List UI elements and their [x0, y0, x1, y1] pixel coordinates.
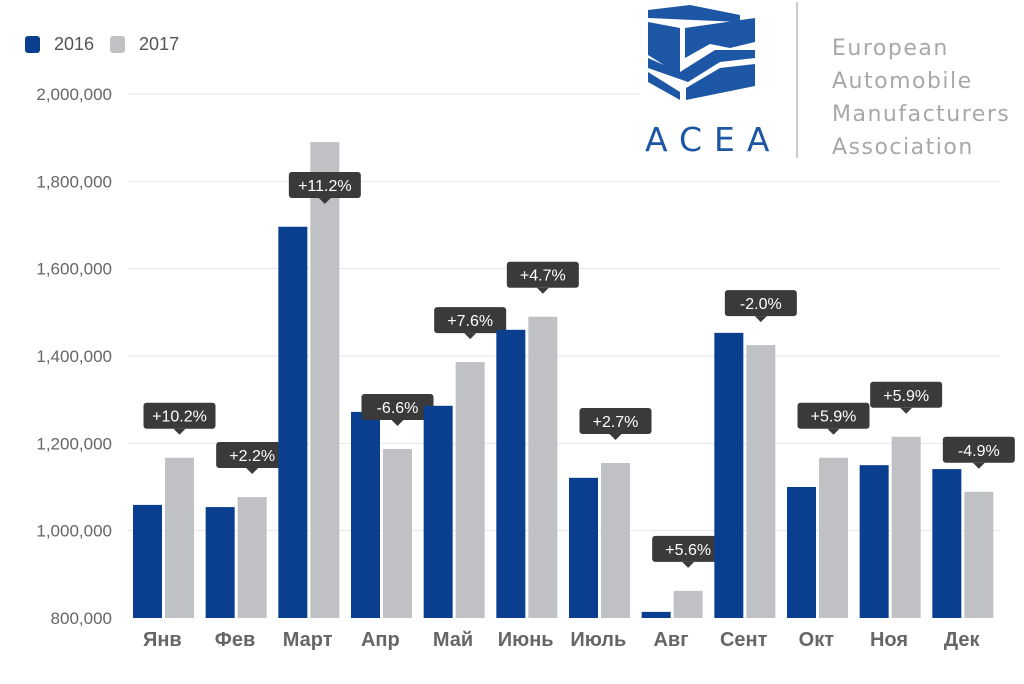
change-label-pointer: [609, 433, 622, 440]
bar-2017: [673, 590, 703, 618]
change-label-box: [434, 307, 507, 334]
change-label: +5.9%: [811, 409, 857, 426]
organization-name: European Automobile Manufacturers Associ…: [832, 32, 1010, 164]
legend-swatch-2016: [25, 36, 40, 53]
change-label-pointer: [536, 287, 549, 294]
y-tick-label: 2,000,000: [36, 85, 112, 104]
x-tick-label: Март: [283, 629, 333, 651]
bar-2017: [964, 491, 994, 618]
y-tick-label: 1,600,000: [36, 260, 112, 279]
org-line: European: [832, 36, 949, 61]
x-tick-label: Фев: [215, 629, 256, 651]
bar-2016: [787, 487, 816, 618]
org-line: Association: [832, 135, 974, 160]
change-label-pointer: [827, 428, 840, 435]
bar-2016: [423, 405, 453, 618]
change-label: +2.2%: [229, 448, 275, 465]
change-label-pointer: [754, 316, 767, 323]
change-label-pointer: [972, 462, 985, 469]
change-label: +7.6%: [447, 313, 493, 330]
org-line: Manufacturers: [832, 102, 1011, 127]
change-label-box: [652, 535, 725, 562]
bar-2016: [859, 465, 889, 618]
change-label-box: [870, 381, 943, 408]
y-tick-label: 1,000,000: [36, 522, 112, 541]
x-tick-label: Дек: [944, 629, 981, 651]
change-label: +4.7%: [520, 268, 566, 285]
change-label-box: [942, 436, 1015, 463]
change-label-pointer: [464, 333, 477, 340]
bar-2017: [165, 457, 194, 618]
change-label: +5.6%: [665, 542, 711, 559]
bar-2017: [310, 142, 340, 619]
change-label: +10.2%: [152, 409, 207, 426]
change-label-pointer: [318, 198, 331, 204]
bar-2016: [641, 611, 671, 618]
logo-divider: [796, 2, 798, 158]
change-label-pointer: [391, 420, 404, 427]
bar-2017: [455, 362, 485, 618]
x-tick-label: Май: [433, 629, 473, 651]
change-label-pointer: [682, 561, 695, 568]
legend-label-2017: 2017: [139, 34, 180, 54]
y-tick-label: 1,800,000: [36, 172, 112, 191]
x-tick-label: Янв: [143, 629, 182, 651]
legend: 2016 2017: [25, 34, 195, 55]
legend-label-2016: 2016: [54, 34, 95, 54]
acea-logo: ACEA European Automobile Manufacturers A…: [640, 0, 1024, 170]
y-tick-label: 800,000: [51, 609, 112, 628]
change-label-box: [506, 261, 579, 288]
change-label: +5.9%: [883, 388, 929, 405]
bar-2016: [351, 411, 380, 618]
change-label-box: [797, 402, 870, 429]
change-label-box: [724, 290, 797, 317]
change-label: +11.2%: [298, 178, 352, 195]
bar-2016: [205, 507, 235, 618]
bar-2016: [569, 477, 598, 618]
bar-2016: [932, 469, 962, 618]
legend-swatch-2017: [110, 36, 126, 53]
bar-2017: [383, 449, 412, 618]
y-tick-label: 1,200,000: [36, 434, 112, 453]
change-label-box: [288, 172, 361, 198]
x-tick-label: Сент: [720, 629, 768, 651]
x-tick-label: Окт: [799, 629, 835, 651]
change-label-pointer: [246, 468, 259, 475]
bar-2017: [746, 345, 776, 618]
change-label: -4.9%: [958, 443, 1000, 460]
bar-2016: [496, 329, 526, 618]
acea-cube-icon: [648, 5, 755, 100]
org-line: Automobile: [832, 69, 973, 94]
bar-2016: [133, 504, 162, 618]
bar-2017: [601, 462, 630, 618]
bar-2017: [237, 497, 267, 618]
change-label-box: [579, 407, 652, 434]
x-tick-label: Июль: [570, 629, 626, 651]
change-label: -2.0%: [740, 296, 782, 313]
bar-2017: [528, 316, 558, 618]
change-label-box: [361, 394, 434, 421]
change-label-pointer: [173, 428, 186, 435]
acea-acronym: ACEA: [645, 120, 782, 159]
x-tick-label: Апр: [361, 629, 400, 651]
y-tick-label: 1,400,000: [36, 347, 112, 366]
bar-2016: [714, 332, 744, 618]
bar-2016: [278, 226, 308, 618]
bar-2017: [891, 436, 921, 618]
change-label-box: [143, 402, 216, 429]
x-tick-label: Авг: [653, 629, 688, 651]
bar-2017: [819, 457, 848, 618]
change-label: +2.7%: [593, 414, 639, 431]
x-tick-label: Июнь: [498, 629, 554, 651]
change-label: -6.6%: [377, 400, 419, 417]
change-label-box: [216, 442, 289, 469]
x-tick-label: Ноя: [870, 629, 908, 651]
change-label-pointer: [900, 407, 913, 414]
